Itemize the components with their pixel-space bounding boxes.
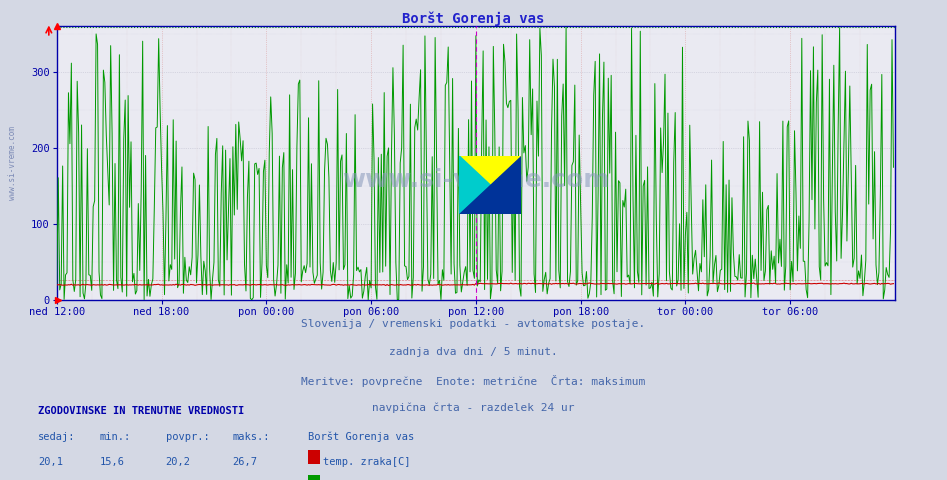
Text: maks.:: maks.: (232, 432, 270, 442)
Text: povpr.:: povpr.: (166, 432, 209, 442)
Text: navpična črta - razdelek 24 ur: navpična črta - razdelek 24 ur (372, 403, 575, 413)
Polygon shape (459, 156, 521, 214)
Text: www.si-vreme.com: www.si-vreme.com (8, 126, 17, 200)
Text: www.si-vreme.com: www.si-vreme.com (342, 168, 610, 192)
Text: min.:: min.: (99, 432, 131, 442)
Text: temp. zraka[C]: temp. zraka[C] (323, 457, 410, 467)
Text: Slovenija / vremenski podatki - avtomatske postaje.: Slovenija / vremenski podatki - avtomats… (301, 319, 646, 329)
Text: sedaj:: sedaj: (38, 432, 76, 442)
Text: ZGODOVINSKE IN TRENUTNE VREDNOSTI: ZGODOVINSKE IN TRENUTNE VREDNOSTI (38, 406, 244, 416)
Text: zadnja dva dni / 5 minut.: zadnja dva dni / 5 minut. (389, 347, 558, 357)
Polygon shape (459, 156, 521, 214)
Text: 20,1: 20,1 (38, 457, 63, 467)
Text: 26,7: 26,7 (232, 457, 257, 467)
Text: Boršt Gorenja vas: Boršt Gorenja vas (402, 12, 545, 26)
Polygon shape (459, 156, 521, 214)
Text: 20,2: 20,2 (166, 457, 190, 467)
Text: Boršt Gorenja vas: Boršt Gorenja vas (308, 432, 414, 443)
Text: 15,6: 15,6 (99, 457, 124, 467)
Text: Meritve: povprečne  Enote: metrične  Črta: maksimum: Meritve: povprečne Enote: metrične Črta:… (301, 375, 646, 387)
